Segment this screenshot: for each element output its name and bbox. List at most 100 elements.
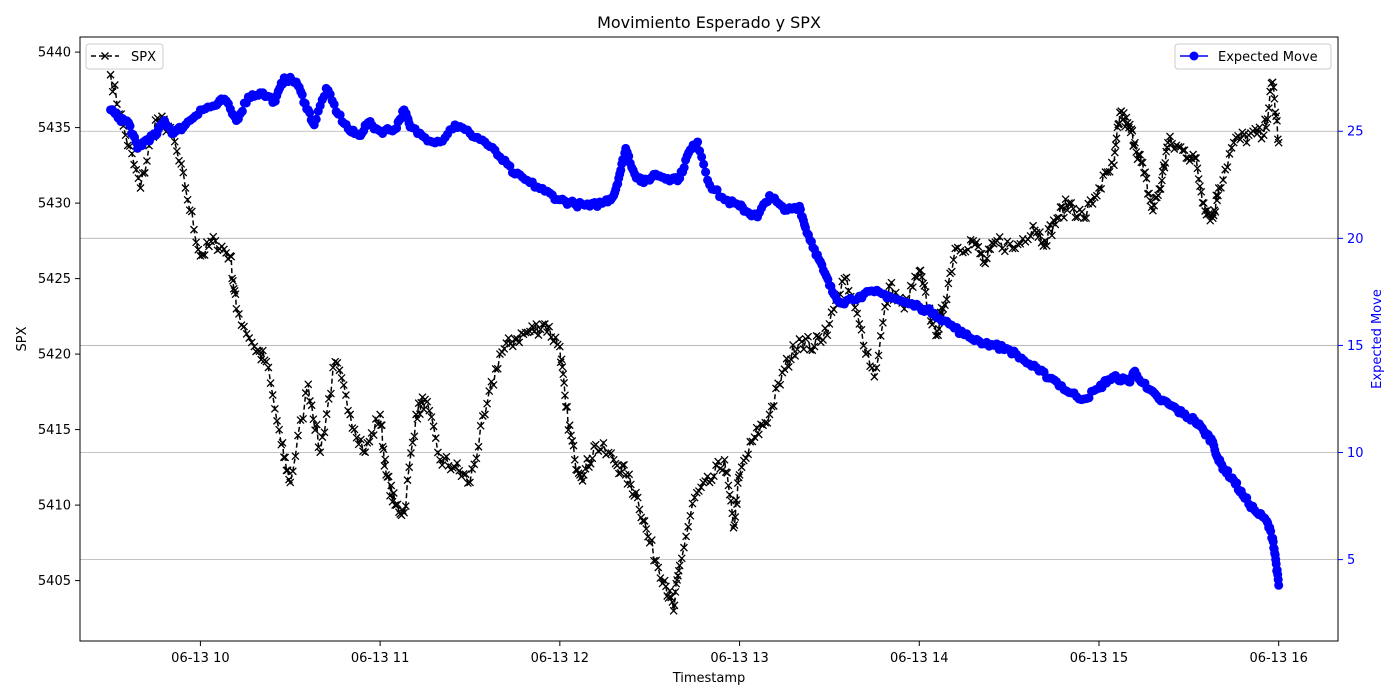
expected-move-point — [1274, 580, 1284, 590]
spx-point — [588, 454, 597, 463]
spx-point — [335, 366, 344, 375]
spx-point — [671, 588, 680, 596]
spx-point — [1225, 149, 1234, 158]
spx-point — [638, 516, 647, 525]
expected-move-point — [305, 108, 315, 118]
spx-point — [142, 157, 151, 165]
spx-point — [934, 324, 943, 333]
spx-point — [763, 418, 772, 427]
spx-point — [677, 554, 686, 563]
spx-point — [921, 288, 930, 297]
spx-point — [1130, 138, 1139, 147]
spx-point — [1103, 168, 1112, 177]
spx-point — [625, 470, 634, 479]
spx-point — [632, 488, 640, 497]
spx-point — [1095, 184, 1103, 192]
legend-spx-label: SPX — [131, 50, 156, 65]
left-tick-label: 5420 — [38, 348, 71, 363]
spx-point — [545, 322, 554, 331]
spx-point — [1229, 138, 1238, 147]
spx-point — [876, 331, 885, 340]
spx-point — [356, 435, 365, 444]
spx-point — [281, 453, 290, 462]
spx-point — [305, 397, 314, 405]
spx-point — [359, 447, 367, 456]
spx-point — [472, 454, 481, 463]
x-tick-label: 06-13 14 — [890, 651, 948, 666]
spx-point — [1270, 94, 1279, 103]
spx-point — [754, 430, 763, 439]
spx-point — [480, 410, 489, 419]
spx-point — [744, 450, 753, 459]
spx-point — [377, 421, 386, 430]
spx-point — [1274, 138, 1283, 147]
spx-point — [1092, 191, 1101, 200]
left-tick-label: 5425 — [38, 272, 71, 287]
spx-point — [825, 319, 834, 328]
spx-point — [376, 410, 385, 419]
spx-point — [560, 378, 569, 387]
left-tick-label: 5435 — [38, 121, 71, 136]
spx-point — [130, 160, 139, 169]
spx-point — [797, 337, 806, 346]
spx-point — [568, 437, 577, 445]
spx-point — [1125, 120, 1134, 129]
spx-point — [1166, 132, 1174, 141]
spx-point — [540, 319, 549, 328]
spx-point — [1086, 196, 1095, 205]
spx-point — [240, 322, 249, 331]
spx-point — [670, 601, 679, 610]
expected-move-point — [697, 152, 707, 162]
spx-point — [177, 159, 186, 168]
spx-point — [1110, 148, 1119, 157]
spx-point — [1110, 161, 1118, 170]
spx-point — [427, 413, 436, 422]
spx-point — [1029, 221, 1038, 230]
spx-point — [234, 309, 243, 318]
legend-expected-move: Expected Move — [1174, 43, 1332, 70]
spx-point — [730, 521, 739, 530]
legend-expected-move-label: Expected Move — [1218, 50, 1318, 65]
spx-point — [1035, 228, 1044, 237]
spx-point — [391, 501, 400, 510]
spx-point — [1154, 191, 1162, 200]
spx-point — [132, 165, 141, 174]
spx-point — [1261, 115, 1269, 124]
spx-point — [1082, 214, 1091, 223]
spx-point — [436, 455, 444, 464]
spx-point — [268, 391, 277, 399]
spx-point — [919, 279, 928, 288]
spx-point — [341, 391, 350, 400]
spx-point — [406, 449, 415, 457]
spx-point — [549, 337, 558, 346]
spx-point — [1262, 123, 1271, 132]
spx-point — [194, 245, 203, 254]
left-tick-label: 5415 — [38, 423, 71, 438]
right-tick-label: 5 — [1347, 553, 1355, 568]
spx-point — [840, 274, 849, 283]
right-tick-label: 10 — [1347, 446, 1364, 461]
spx-point — [444, 461, 453, 470]
spx-point — [1056, 203, 1065, 212]
spx-point — [455, 466, 464, 475]
spx-point — [1058, 202, 1067, 211]
spx-point — [504, 334, 513, 343]
spx-point — [694, 487, 703, 495]
spx-point — [536, 325, 545, 334]
spx-point — [1269, 83, 1278, 92]
spx-point — [697, 483, 706, 492]
spx-point — [742, 454, 750, 463]
spx-point — [823, 331, 832, 340]
spx-point — [270, 404, 279, 413]
spx-point — [106, 70, 115, 79]
spx-point — [346, 410, 355, 419]
spx-point — [974, 242, 983, 251]
spx-point — [761, 418, 770, 427]
left-tick-label: 5440 — [38, 46, 71, 61]
spx-point — [1214, 184, 1223, 192]
spx-point — [1053, 214, 1062, 223]
spx-point — [273, 416, 281, 425]
plot-frame — [79, 36, 1339, 642]
expected-move-point — [701, 167, 711, 177]
